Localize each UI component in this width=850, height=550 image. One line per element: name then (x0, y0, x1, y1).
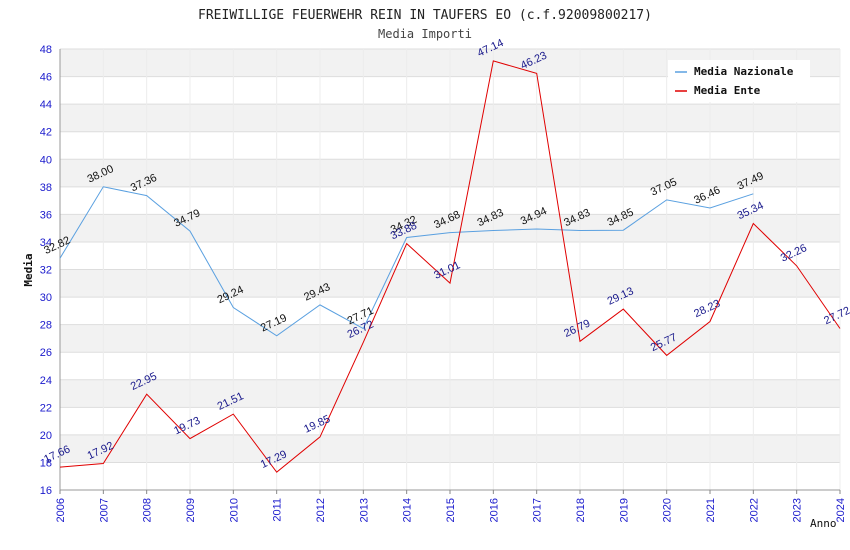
x-tick-label: 2023 (792, 498, 804, 522)
y-tick-label: 30 (40, 292, 52, 304)
y-tick-label: 36 (40, 209, 52, 221)
y-tick-label: 28 (40, 320, 52, 332)
y-tick-label: 34 (40, 237, 52, 249)
series-line-ente (59, 60, 841, 473)
x-tick-label: 2013 (358, 498, 370, 522)
y-tick-label: 42 (40, 127, 52, 139)
x-tick-label: 2021 (705, 498, 717, 522)
legend-entry-ente: Media Ente (694, 84, 761, 97)
x-tick-label: 2010 (228, 498, 240, 522)
grid-lines (59, 48, 841, 491)
y-tick-label: 16 (40, 485, 52, 497)
legend: Media Nazionale Media Ente (668, 60, 810, 102)
chart-subtitle: Media Importi (378, 27, 472, 41)
y-tick-label: 40 (40, 154, 52, 166)
y-tick-label: 18 (40, 457, 52, 469)
x-tick-label: 2014 (402, 498, 414, 522)
y-tick-label: 26 (40, 347, 52, 359)
y-axis-label: Media (22, 253, 35, 286)
y-tick-label: 32 (40, 265, 52, 277)
x-tick-label: 2009 (185, 498, 197, 522)
x-tick-label: 2016 (488, 498, 500, 522)
x-tick-label: 2007 (98, 498, 110, 522)
chart-title: FREIWILLIGE FEUERWEHR REIN IN TAUFERS EO… (198, 8, 652, 23)
x-axis-label: Anno (810, 517, 837, 530)
y-axis-ticks: 16 18 20 22 24 26 28 30 32 34 36 38 40 42 44 46 48 (40, 44, 52, 497)
series-line-nazionale (59, 186, 754, 337)
y-tick-label: 20 (40, 430, 52, 442)
x-axis-ticks: 2006 2007 2008 2009 2010 2011 2012 2013 2014 2015… (55, 490, 847, 522)
x-tick-label: 2017 (532, 498, 544, 522)
legend-background (668, 60, 810, 102)
x-tick-label: 2012 (315, 498, 327, 522)
x-tick-label: 2006 (55, 498, 67, 522)
x-tick-label: 2022 (748, 498, 760, 522)
x-tick-label: 2024 (835, 498, 847, 522)
x-tick-label: 2019 (618, 498, 630, 522)
x-tick-label: 2020 (662, 498, 674, 522)
y-tick-label: 22 (40, 402, 52, 414)
legend-entry-nazionale: Media Nazionale (694, 65, 794, 78)
y-tick-label: 24 (40, 375, 52, 387)
y-tick-label: 38 (40, 182, 52, 194)
y-tick-label: 46 (40, 72, 52, 84)
series-lines (59, 60, 841, 473)
x-tick-label: 2015 (445, 498, 457, 522)
x-tick-label: 2011 (272, 498, 284, 522)
x-tick-label: 2018 (575, 498, 587, 522)
x-tick-label: 2008 (142, 498, 154, 522)
y-tick-label: 44 (40, 99, 52, 111)
y-tick-label: 48 (40, 44, 52, 56)
